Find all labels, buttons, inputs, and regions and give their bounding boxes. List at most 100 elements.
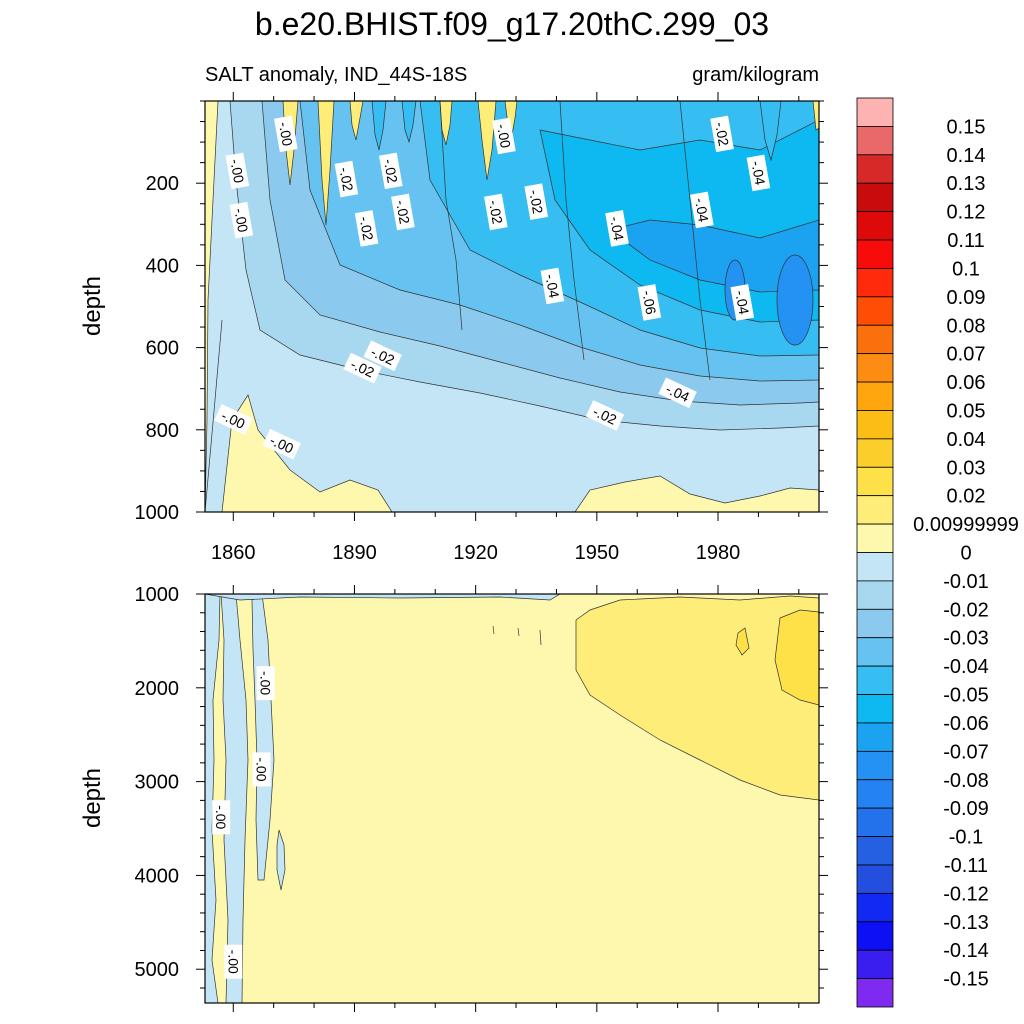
colorbar-swatch: [856, 892, 894, 923]
colorbar-label: -0.09: [943, 798, 989, 820]
colorbar-swatch: [856, 495, 894, 525]
colorbar-swatch: [856, 722, 894, 752]
colorbar-swatch: [856, 239, 894, 269]
colorbar-label: 0.06: [947, 372, 986, 394]
colorbar-label: -0.04: [943, 656, 989, 678]
contour-label-text: -.04: [692, 197, 712, 224]
contour-label: -.02: [391, 193, 415, 231]
contour-label-text: -.04: [732, 289, 752, 316]
contour-label: -.06: [637, 284, 662, 321]
contour-label-text: -.02: [712, 121, 732, 148]
contour-label-text: -.04: [542, 273, 562, 300]
colorbar-swatch: [856, 637, 894, 667]
y-tick-label: 2000: [135, 678, 180, 700]
contour-label-text: -.02: [357, 215, 377, 242]
contour-label: -.04: [605, 210, 629, 247]
lower-y-axis: 1000 2000 3000 4000 5000: [135, 584, 828, 989]
colorbar-label: -0.02: [943, 599, 989, 621]
y-tick-label: 4000: [135, 865, 180, 887]
contour-label: -.00: [229, 201, 254, 239]
colorbar-swatch: [856, 268, 894, 298]
y-tick-label: 5000: [135, 959, 180, 981]
contour-label: -.02: [334, 160, 359, 198]
contour-label: -.04: [690, 191, 714, 229]
contour-label: -.02: [524, 183, 549, 220]
contour-label: -.02: [354, 210, 379, 247]
lower-contour-labels: -.00 -.00 -.00 -.00: [212, 666, 275, 979]
upper-panel: SALT anomaly, IND_44S-18S gram/kilogram: [79, 64, 828, 564]
colorbar-swatch: [856, 694, 894, 724]
colorbar-swatch: [856, 779, 894, 809]
colorbar-label: -0.07: [943, 741, 989, 763]
colorbar-label: -0.05: [943, 685, 989, 707]
chart-title: b.e20.BHIST.f09_g17.20thC.299_03: [255, 6, 769, 42]
contour-label-text: -.02: [526, 188, 546, 215]
colorbar-label: -0.06: [943, 713, 989, 735]
lower-contour-field: [205, 594, 819, 1003]
contour-label: -.02: [484, 193, 508, 231]
contour-label-text: -.00: [225, 950, 241, 974]
colorbar-label: 0.1: [952, 258, 980, 280]
colorbar-label: 0.13: [947, 173, 986, 195]
upper-contour-field: [205, 101, 819, 512]
colorbar-swatch: [856, 665, 894, 695]
colorbar-label: 0.15: [947, 116, 986, 138]
contour-label-text: -.02: [381, 158, 401, 185]
contour-label-text: -.00: [231, 207, 251, 234]
colorbar-swatch: [856, 182, 894, 213]
colorbar-swatch: [856, 97, 894, 127]
contour-label-text: -.00: [254, 757, 270, 781]
contour-label: -.00: [224, 944, 243, 979]
lower-plot-frame: [204, 593, 820, 1004]
colorbar-label: 0: [960, 543, 971, 565]
contour-label: -.02: [710, 115, 734, 153]
contour-label: -.00: [256, 666, 275, 701]
colorbar: 0.15 0.14 0.13 0.12 0.11 0.1 0.09 0.08 0.07 0.06 0…: [856, 97, 1019, 1008]
y-tick-label: 800: [146, 420, 179, 442]
x-tick-label: 1860: [211, 542, 256, 564]
colorbar-label: 0.08: [947, 315, 986, 337]
colorbar-label: 0.14: [947, 145, 986, 167]
y-tick-label: 1000: [135, 584, 180, 606]
lower-panel: -.00 -.00 -.00 -.00 1000 2000 3000 4000 5000 de…: [79, 584, 828, 1012]
x-tick-label: 1950: [575, 542, 620, 564]
colorbar-label: 0.11: [947, 230, 984, 252]
colorbar-swatch: [856, 608, 894, 639]
contour-label: -.00: [492, 117, 516, 155]
contour-label-text: -.04: [607, 215, 627, 242]
colorbar-swatch: [856, 750, 894, 781]
colorbar-label: -0.08: [943, 770, 989, 792]
colorbar-swatch: [856, 580, 894, 610]
colorbar-label: -0.11: [944, 855, 988, 877]
contour-label-text: -.00: [258, 671, 274, 695]
x-tick-label: 1920: [453, 542, 498, 564]
colorbar-label: 0.05: [947, 400, 986, 422]
contour-label: -.00: [252, 752, 271, 787]
colorbar-label: 0.03: [947, 457, 986, 479]
colorbar-label: -0.14: [943, 940, 989, 962]
colorbar-swatch: [856, 921, 894, 951]
colorbar-label: 0.02: [947, 486, 986, 508]
colorbar-label: -0.01: [943, 571, 989, 593]
x-tick-label: 1980: [696, 542, 741, 564]
contour-label-text: -.02: [393, 199, 413, 226]
colorbar-label: 0.00999999: [913, 514, 1019, 536]
y-tick-label: 200: [146, 173, 179, 195]
y-tick-label: 600: [146, 338, 179, 360]
colorbar-label: 0.12: [947, 202, 986, 224]
contour-label: -.04: [746, 154, 771, 192]
contour-label-text: -.00: [227, 158, 247, 185]
colorbar-swatch: [856, 466, 894, 497]
colorbar-label: -0.03: [943, 628, 989, 650]
upper-subtitle-right: gram/kilogram: [692, 64, 819, 86]
colorbar-label: 0.09: [947, 287, 986, 309]
colorbar-swatch: [856, 523, 894, 553]
contour-label: -.00: [225, 152, 250, 190]
colorbar-swatch: [856, 154, 894, 184]
colorbar-swatch: [856, 410, 894, 440]
contour-label-text: -.02: [336, 166, 356, 193]
colorbar-label: -0.1: [949, 827, 983, 849]
upper-subtitle-left: SALT anomaly, IND_44S-18S: [205, 64, 467, 86]
contour-label-text: -.06: [639, 289, 659, 316]
